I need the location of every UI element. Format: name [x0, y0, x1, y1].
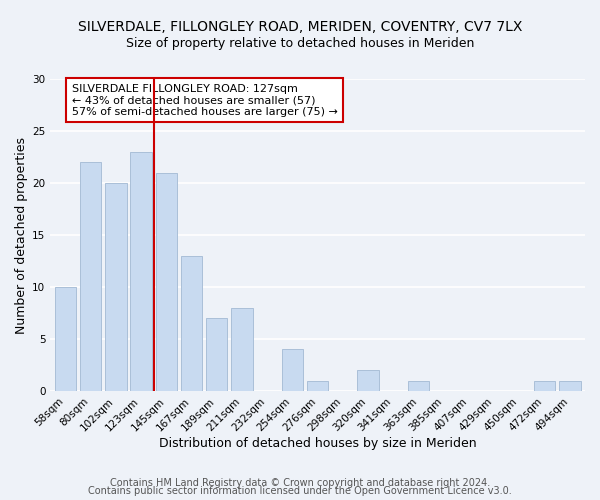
Bar: [559, 380, 581, 391]
Text: Size of property relative to detached houses in Meriden: Size of property relative to detached ho…: [126, 38, 474, 51]
Bar: [358, 370, 379, 391]
Bar: [408, 380, 429, 391]
Bar: [281, 350, 303, 391]
Bar: [105, 183, 127, 391]
Bar: [155, 172, 177, 391]
Text: SILVERDALE FILLONGLEY ROAD: 127sqm
← 43% of detached houses are smaller (57)
57%: SILVERDALE FILLONGLEY ROAD: 127sqm ← 43%…: [71, 84, 338, 117]
Bar: [181, 256, 202, 391]
Bar: [231, 308, 253, 391]
Bar: [80, 162, 101, 391]
Bar: [206, 318, 227, 391]
X-axis label: Distribution of detached houses by size in Meriden: Distribution of detached houses by size …: [159, 437, 476, 450]
Text: Contains HM Land Registry data © Crown copyright and database right 2024.: Contains HM Land Registry data © Crown c…: [110, 478, 490, 488]
Y-axis label: Number of detached properties: Number of detached properties: [15, 136, 28, 334]
Bar: [55, 287, 76, 391]
Bar: [307, 380, 328, 391]
Text: SILVERDALE, FILLONGLEY ROAD, MERIDEN, COVENTRY, CV7 7LX: SILVERDALE, FILLONGLEY ROAD, MERIDEN, CO…: [78, 20, 522, 34]
Bar: [534, 380, 556, 391]
Bar: [130, 152, 152, 391]
Text: Contains public sector information licensed under the Open Government Licence v3: Contains public sector information licen…: [88, 486, 512, 496]
